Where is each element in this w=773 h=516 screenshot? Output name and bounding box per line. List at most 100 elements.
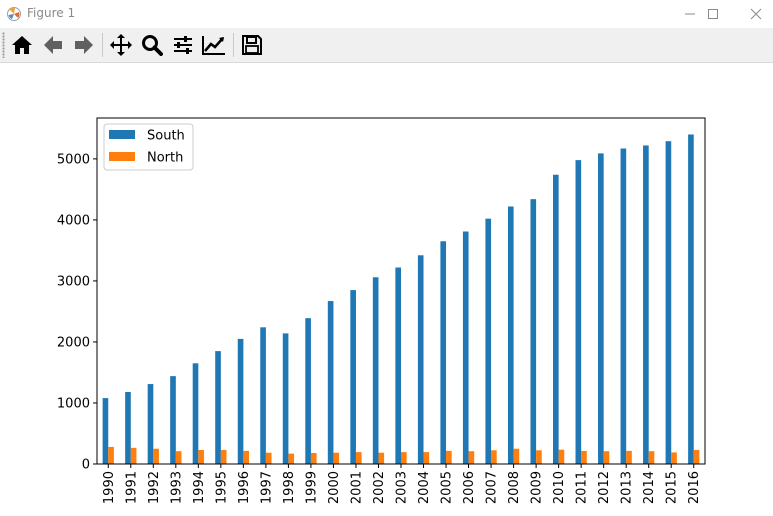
bar-south-2014 (643, 145, 649, 464)
legend-label-south: South (147, 129, 185, 144)
save-button[interactable] (239, 32, 265, 58)
move-icon (110, 34, 132, 56)
matplotlib-app-icon (7, 7, 21, 21)
bar-south-1996 (237, 338, 244, 464)
y-tick-label: 2000 (57, 335, 90, 350)
x-tick-label: 2003 (395, 471, 410, 504)
bar-north-2000 (333, 452, 340, 464)
x-tick-label: 2012 (597, 471, 612, 504)
x-tick-label: 2006 (462, 471, 477, 504)
bar-south-2006 (462, 231, 469, 464)
y-tick-label: 1000 (57, 396, 90, 411)
x-tick-label: 2011 (575, 471, 590, 504)
bar-south-2004 (417, 255, 424, 464)
legend-label-north: North (147, 151, 183, 166)
bar-north-2014 (648, 451, 655, 464)
bar-north-2009 (536, 450, 542, 464)
bar-south-2000 (327, 301, 334, 464)
window-title: Figure 1 (27, 6, 76, 20)
bar-south-1997 (260, 327, 266, 464)
line-chart-icon (202, 36, 225, 55)
x-tick-label: 2013 (620, 471, 635, 504)
bar-south-2012 (598, 153, 604, 464)
toolbar-grip[interactable] (2, 32, 5, 58)
zoom-button[interactable] (139, 32, 165, 58)
title-bar: Figure 1 (0, 0, 773, 28)
y-tick-label: 3000 (57, 274, 90, 289)
bar-north-1995 (220, 449, 227, 464)
y-tick-label: 4000 (57, 213, 90, 228)
x-tick-label: 2008 (507, 471, 522, 504)
x-tick-label: 2005 (440, 471, 455, 504)
x-tick-label: 2001 (349, 471, 364, 504)
maximize-icon (708, 9, 718, 19)
x-tick-label: 2007 (485, 471, 500, 504)
minimize-button[interactable] (667, 0, 713, 28)
x-tick-label: 2016 (687, 471, 702, 504)
bar-north-2011 (581, 450, 587, 464)
bar-north-2016 (693, 449, 700, 464)
close-button[interactable] (733, 0, 773, 28)
bar-south-2016 (688, 134, 694, 464)
bar-north-1997 (265, 452, 272, 464)
bar-north-1992 (153, 448, 159, 464)
x-tick-label: 2014 (642, 471, 657, 504)
legend-swatch-north (109, 152, 135, 161)
x-tick-label: 2004 (417, 471, 432, 504)
legend-swatch-south (109, 130, 135, 139)
bar-south-2015 (665, 141, 672, 464)
x-tick-label: 1992 (147, 471, 162, 504)
bar-south-1991 (125, 391, 131, 464)
bar-north-2005 (446, 450, 452, 464)
bar-south-1993 (170, 376, 176, 464)
bar-south-1995 (215, 351, 221, 464)
x-tick-label: 1990 (102, 471, 117, 504)
configure-subplots-button[interactable] (170, 32, 196, 58)
axes-frame (96, 117, 706, 465)
arrow-right-icon (75, 36, 93, 54)
back-button[interactable] (40, 32, 66, 58)
arrow-left-icon (44, 36, 62, 54)
maximize-button[interactable] (690, 0, 736, 28)
bar-north-1993 (175, 451, 182, 464)
x-tick-label: 2015 (665, 471, 680, 504)
floppy-disk-icon (242, 35, 262, 55)
toolbar-separator (102, 33, 103, 57)
edit-axis-button[interactable] (201, 32, 227, 58)
magnifier-icon (142, 35, 163, 56)
bar-south-1990 (102, 398, 109, 464)
figure-canvas[interactable]: 0 1000 2000 3000 4000 5000 1990 1991 1992 1993 199… (0, 63, 773, 512)
pan-button[interactable] (108, 32, 134, 58)
bar-north-1999 (310, 453, 317, 464)
x-tick-label: 1993 (169, 471, 184, 504)
x-tick-label: 1998 (282, 471, 297, 504)
x-tick-label: 1991 (124, 471, 139, 504)
bar-north-2010 (558, 449, 565, 464)
home-button[interactable] (9, 32, 35, 58)
bar-north-2007 (491, 450, 497, 464)
bar-north-1998 (288, 453, 295, 464)
x-tick-label: 1995 (214, 471, 229, 504)
bar-south-2003 (395, 267, 401, 464)
bar-chart: 0 1000 2000 3000 4000 5000 1990 1991 1992 1993 199… (57, 117, 706, 504)
bar-south-1992 (147, 384, 154, 464)
y-tick-label: 0 (82, 458, 90, 473)
toolbar-separator (233, 33, 234, 57)
x-tick-label: 2009 (530, 471, 545, 504)
bar-north-2008 (513, 448, 520, 464)
x-tick-label: 1997 (259, 471, 274, 504)
bar-north-1996 (243, 450, 249, 464)
bar-south-1999 (305, 318, 311, 464)
sliders-icon (174, 36, 192, 54)
forward-button[interactable] (71, 32, 97, 58)
close-icon (750, 8, 762, 20)
navigation-toolbar (0, 28, 773, 63)
x-tick-label: 2002 (372, 471, 387, 504)
bar-south-2011 (575, 160, 582, 465)
bar-south-2005 (440, 241, 447, 464)
bar-north-2015 (671, 452, 677, 464)
x-tick-label: 1996 (237, 471, 252, 504)
bar-south-2002 (372, 277, 379, 464)
x-tick-label: 1999 (304, 471, 319, 504)
bar-south-1998 (282, 333, 289, 464)
